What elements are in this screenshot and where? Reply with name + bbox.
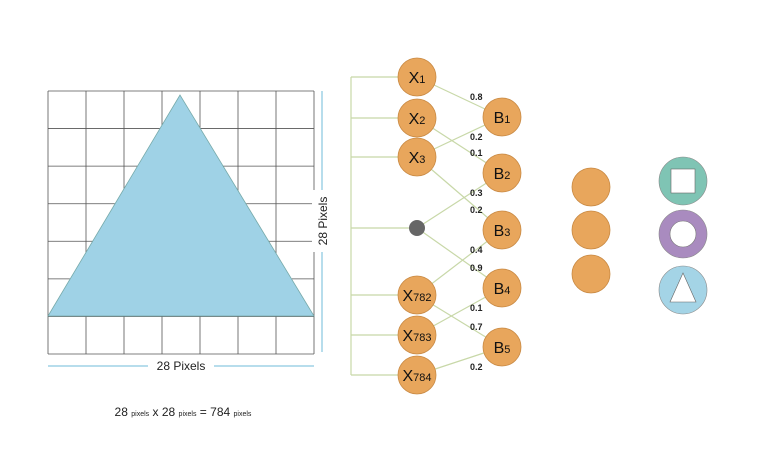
hidden-node xyxy=(571,167,611,207)
nodes: X1 X2 X3 X782 X783 X784 B1 B2 B3 B4 B5 xyxy=(397,57,522,395)
edge-weight: 0.2 xyxy=(470,362,483,372)
node-b3: B3 xyxy=(482,210,522,250)
node-x782: X782 xyxy=(397,275,437,315)
edge-weight: 0.1 xyxy=(470,303,483,313)
node-x784: X784 xyxy=(397,355,437,395)
node-x783: X783 xyxy=(397,315,437,355)
edge-weight: 0.2 xyxy=(470,132,483,142)
width-label: 28 Pixels xyxy=(157,359,206,373)
node-x1: X1 xyxy=(397,57,437,97)
node-label: B3 xyxy=(494,223,511,240)
node-label: B5 xyxy=(494,340,511,357)
node-b1: B1 xyxy=(482,97,522,137)
node-label: X783 xyxy=(402,328,431,345)
node-label: X782 xyxy=(402,288,431,305)
node-dot xyxy=(409,220,425,236)
edge-weight: 0.7 xyxy=(470,322,483,332)
hidden-layer xyxy=(571,167,611,294)
output-classes xyxy=(658,156,708,315)
edge-weight: 0.4 xyxy=(470,245,483,255)
edge-weight: 0.1 xyxy=(470,148,483,158)
hidden-node xyxy=(571,210,611,250)
node-label: B2 xyxy=(494,166,511,183)
node-x2: X2 xyxy=(397,98,437,138)
class-triangle-icon xyxy=(658,265,708,315)
node-x3: X3 xyxy=(397,137,437,177)
node-label: X2 xyxy=(409,111,426,128)
node-label: X3 xyxy=(409,150,426,167)
node-label: X1 xyxy=(409,70,426,87)
edge-weight: 0.3 xyxy=(470,188,483,198)
class-ring-icon xyxy=(658,209,708,259)
pixel-formula: 28 pixels x 28 pixels = 784 pixels xyxy=(115,405,252,419)
class-square-icon xyxy=(658,156,708,206)
hidden-node xyxy=(571,254,611,294)
height-label: 28 Pixels xyxy=(316,197,330,246)
node-label: B4 xyxy=(494,281,511,298)
edge-weight: 0.8 xyxy=(470,92,483,102)
edge-weight: 0.9 xyxy=(470,263,483,273)
node-b2: B2 xyxy=(482,153,522,193)
edge-weight: 0.2 xyxy=(470,205,483,215)
node-label: X784 xyxy=(402,368,431,385)
triangle-shape xyxy=(47,94,315,317)
node-label: B1 xyxy=(494,110,511,127)
node-b5: B5 xyxy=(482,327,522,367)
node-b4: B4 xyxy=(482,268,522,308)
